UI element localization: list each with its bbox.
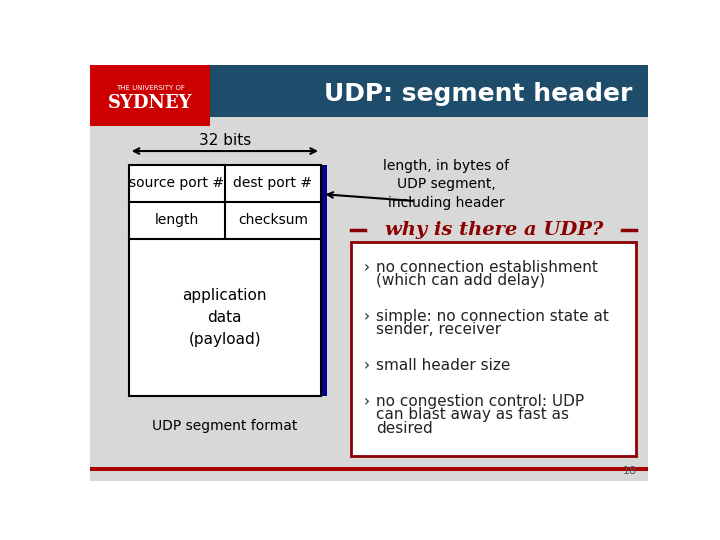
Text: desired: desired xyxy=(376,421,433,436)
Text: simple: no connection state at: simple: no connection state at xyxy=(376,309,609,324)
Bar xyxy=(129,165,321,396)
Text: 18: 18 xyxy=(623,466,637,476)
Bar xyxy=(90,65,648,117)
Text: can blast away as fast as: can blast away as fast as xyxy=(376,408,569,422)
Text: ›: › xyxy=(364,358,369,373)
Text: 32 bits: 32 bits xyxy=(199,133,251,148)
Text: THE UNIVERSITY OF: THE UNIVERSITY OF xyxy=(116,85,185,91)
Text: dest port #: dest port # xyxy=(233,177,312,191)
Bar xyxy=(129,165,321,396)
Bar xyxy=(90,467,648,471)
Text: no connection establishment: no connection establishment xyxy=(376,260,598,275)
Text: why is there a UDP?: why is there a UDP? xyxy=(384,221,603,239)
Text: SYDNEY: SYDNEY xyxy=(108,94,193,112)
Bar xyxy=(321,165,327,396)
Text: application
data
(payload): application data (payload) xyxy=(183,288,267,347)
Text: checksum: checksum xyxy=(238,213,308,227)
Text: length: length xyxy=(155,213,199,227)
Bar xyxy=(90,65,210,126)
Text: UDP segment format: UDP segment format xyxy=(152,419,297,433)
Text: UDP: segment header: UDP: segment header xyxy=(324,82,632,106)
Text: no congestion control: UDP: no congestion control: UDP xyxy=(376,394,584,409)
Text: length, in bytes of
UDP segment,
including header: length, in bytes of UDP segment, includi… xyxy=(384,159,510,210)
Bar xyxy=(351,242,636,456)
Text: sender, receiver: sender, receiver xyxy=(376,322,501,337)
Text: ›: › xyxy=(364,260,369,275)
Text: source port #: source port # xyxy=(129,177,225,191)
Text: ›: › xyxy=(364,394,369,409)
Text: small header size: small header size xyxy=(376,358,510,373)
Text: (which can add delay): (which can add delay) xyxy=(376,273,545,288)
Text: ›: › xyxy=(364,309,369,324)
